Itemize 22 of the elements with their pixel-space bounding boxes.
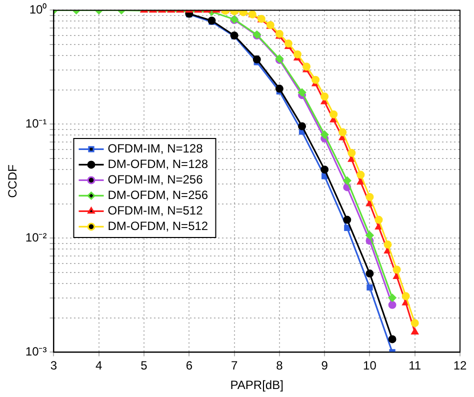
x-tick-label: 10 [363,358,377,373]
x-tick-label: 4 [96,358,103,373]
x-tick-label: 6 [186,358,193,373]
y-tick-label: 10⁰ [29,2,47,17]
y-tick-label: 10⁻² [25,230,47,245]
legend-label: OFDM-IM, N=256 [108,172,204,187]
x-tick-label: 12 [453,358,467,373]
legend-label: OFDM-IM, N=512 [108,204,204,218]
y-axis-title: CCDF [6,164,20,198]
y-tick-label: 10⁻¹ [25,116,47,131]
legend-label: DM-OFDM, N=512 [108,219,208,234]
legend-label: DM-OFDM, N=256 [108,188,208,202]
x-tick-label: 3 [50,358,58,373]
x-tick-label: 11 [408,358,422,373]
y-tick-label: 10⁻³ [25,344,47,359]
x-axis-title: PAPR[dB] [230,378,284,392]
x-tick-label: 5 [140,358,148,373]
x-tick-label: 7 [230,358,238,373]
x-tick-label: 9 [321,358,328,373]
x-tick-label: 8 [276,358,284,373]
legend-label: OFDM-IM, N=128 [108,142,204,156]
legend-label: DM-OFDM, N=128 [108,157,208,172]
